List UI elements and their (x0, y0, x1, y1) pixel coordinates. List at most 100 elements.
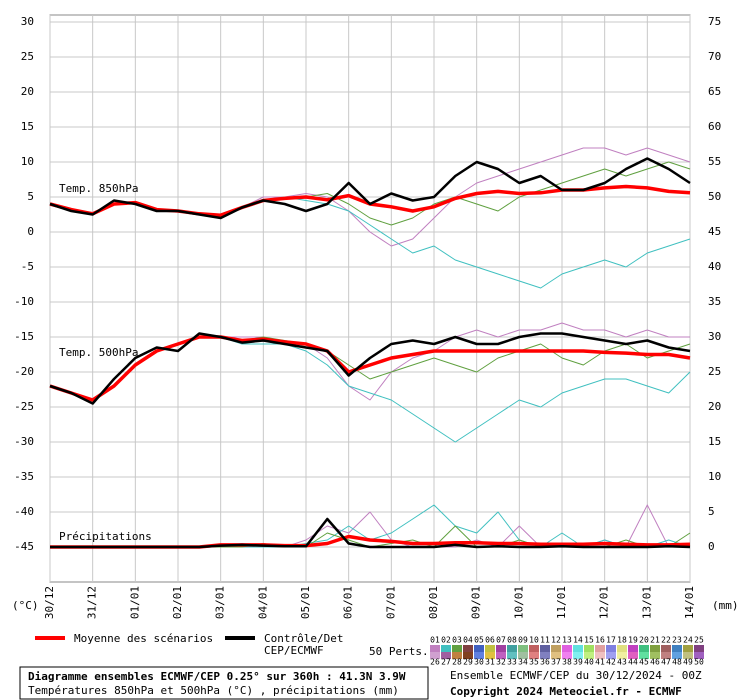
legend-label: 19 (628, 636, 638, 645)
legend-label: 46 (650, 658, 660, 667)
plot-area (49, 14, 691, 583)
series-line (49, 332, 691, 405)
y-tick-label: -35 (14, 470, 34, 483)
y-tick-label: 20 (21, 85, 34, 98)
legend-swatch (672, 652, 682, 659)
x-tick-label: 02/01 (171, 586, 184, 619)
legend-label: 50 (694, 658, 704, 667)
y2-tick-label: 25 (708, 365, 721, 378)
legend-label: 22 (661, 636, 671, 645)
legend-label: 08 (507, 636, 517, 645)
legend-swatch (573, 645, 583, 652)
y2-tick-label: 70 (708, 50, 721, 63)
legend-label: 41 (595, 658, 605, 667)
legend-swatch (507, 652, 517, 659)
legend-swatch (661, 652, 671, 659)
y2-tick-label: 75 (708, 15, 721, 28)
legend-swatch (672, 645, 682, 652)
legend-label: 05 (474, 636, 484, 645)
copyright: Copyright 2024 Meteociel.fr - ECMWF (450, 685, 682, 698)
legend-label: 26 (430, 658, 440, 667)
legend-label: 50 Perts. (369, 645, 429, 658)
legend-label: 10 (529, 636, 539, 645)
legend-label: 24 (683, 636, 693, 645)
y-axis-label: (°C) (12, 599, 39, 612)
legend-swatch (639, 645, 649, 652)
info-box (19, 666, 429, 700)
legend-label: 48 (672, 658, 682, 667)
y-tick-label: -15 (14, 330, 34, 343)
y2-tick-label: 45 (708, 225, 721, 238)
x-tick-label: 06/01 (342, 586, 355, 619)
legend-swatch (573, 652, 583, 659)
legend-swatch (694, 645, 704, 652)
annotation: Précipitations (59, 530, 152, 543)
x-tick-label: 04/01 (256, 586, 269, 619)
legend-label: 15 (584, 636, 594, 645)
series-line (50, 517, 691, 549)
legend-label: Moyenne des scénarios (74, 632, 213, 645)
legend-label: 39 (573, 658, 583, 667)
y2-tick-label: 15 (708, 435, 721, 448)
legend-label: 13 (562, 636, 572, 645)
y-tick-label: 10 (21, 155, 34, 168)
legend-label: 40 (584, 658, 594, 667)
legend-swatch (518, 645, 528, 652)
x-tick-label: 01/01 (128, 586, 141, 619)
legend-swatch (452, 652, 462, 659)
legend-swatch (463, 652, 473, 659)
chart-subtitle: Températures 850hPa et 500hPa (°C) , pré… (28, 684, 399, 697)
legend-label: 28 (452, 658, 462, 667)
legend-label: 47 (661, 658, 671, 667)
y2-tick-label: 10 (708, 470, 721, 483)
legend-label: 04 (463, 636, 473, 645)
legend-swatch (518, 652, 528, 659)
y-tick-label: -30 (14, 435, 34, 448)
legend-swatch (485, 645, 495, 652)
legend-swatch (584, 645, 594, 652)
legend-swatch (628, 652, 638, 659)
y-tick-label: 5 (27, 190, 34, 203)
y2-tick-label: 20 (708, 400, 721, 413)
legend-label: 23 (672, 636, 682, 645)
legend-swatch (617, 645, 627, 652)
series-line (49, 157, 691, 220)
legend-swatch (617, 652, 627, 659)
y2-tick-label: 0 (708, 540, 715, 553)
x-tick-label: 30/12 (43, 586, 56, 619)
legend-swatch (441, 645, 451, 652)
x-tick-label: 31/12 (86, 586, 99, 619)
x-tick-label: 03/01 (214, 586, 227, 619)
legend-swatch (540, 645, 550, 652)
legend-label: 27 (441, 658, 451, 667)
legend-label: 32 (496, 658, 506, 667)
legend-swatch (474, 645, 484, 652)
legend-label: 09 (518, 636, 528, 645)
x-tick-label: 12/01 (598, 586, 611, 619)
legend-label: 11 (540, 636, 550, 645)
legend-label: 21 (650, 636, 660, 645)
legend-swatch (650, 645, 660, 652)
legend-swatch (694, 652, 704, 659)
legend-swatch (606, 652, 616, 659)
legend-label: 25 (694, 636, 704, 645)
y-tick-label: -40 (14, 505, 34, 518)
legend-swatch (584, 652, 594, 659)
y-tick-label: -45 (14, 540, 34, 553)
y-tick-label: 0 (27, 225, 34, 238)
legend-swatch (551, 645, 561, 652)
legend-swatch (639, 652, 649, 659)
y2-tick-label: 35 (708, 295, 721, 308)
y2-tick-label: 5 (708, 505, 715, 518)
x-tick-label: 13/01 (640, 586, 653, 619)
x-tick-label: 11/01 (555, 586, 568, 619)
legend-label: 34 (518, 658, 528, 667)
legend-label: CEP/ECMWF (264, 644, 324, 657)
y2-tick-label: 40 (708, 260, 721, 273)
legend-swatch (551, 652, 561, 659)
x-tick-label: 08/01 (427, 586, 440, 619)
legend-swatch (529, 645, 539, 652)
legend-swatch (683, 652, 693, 659)
legend-label: Contrôle/Det (264, 632, 343, 645)
